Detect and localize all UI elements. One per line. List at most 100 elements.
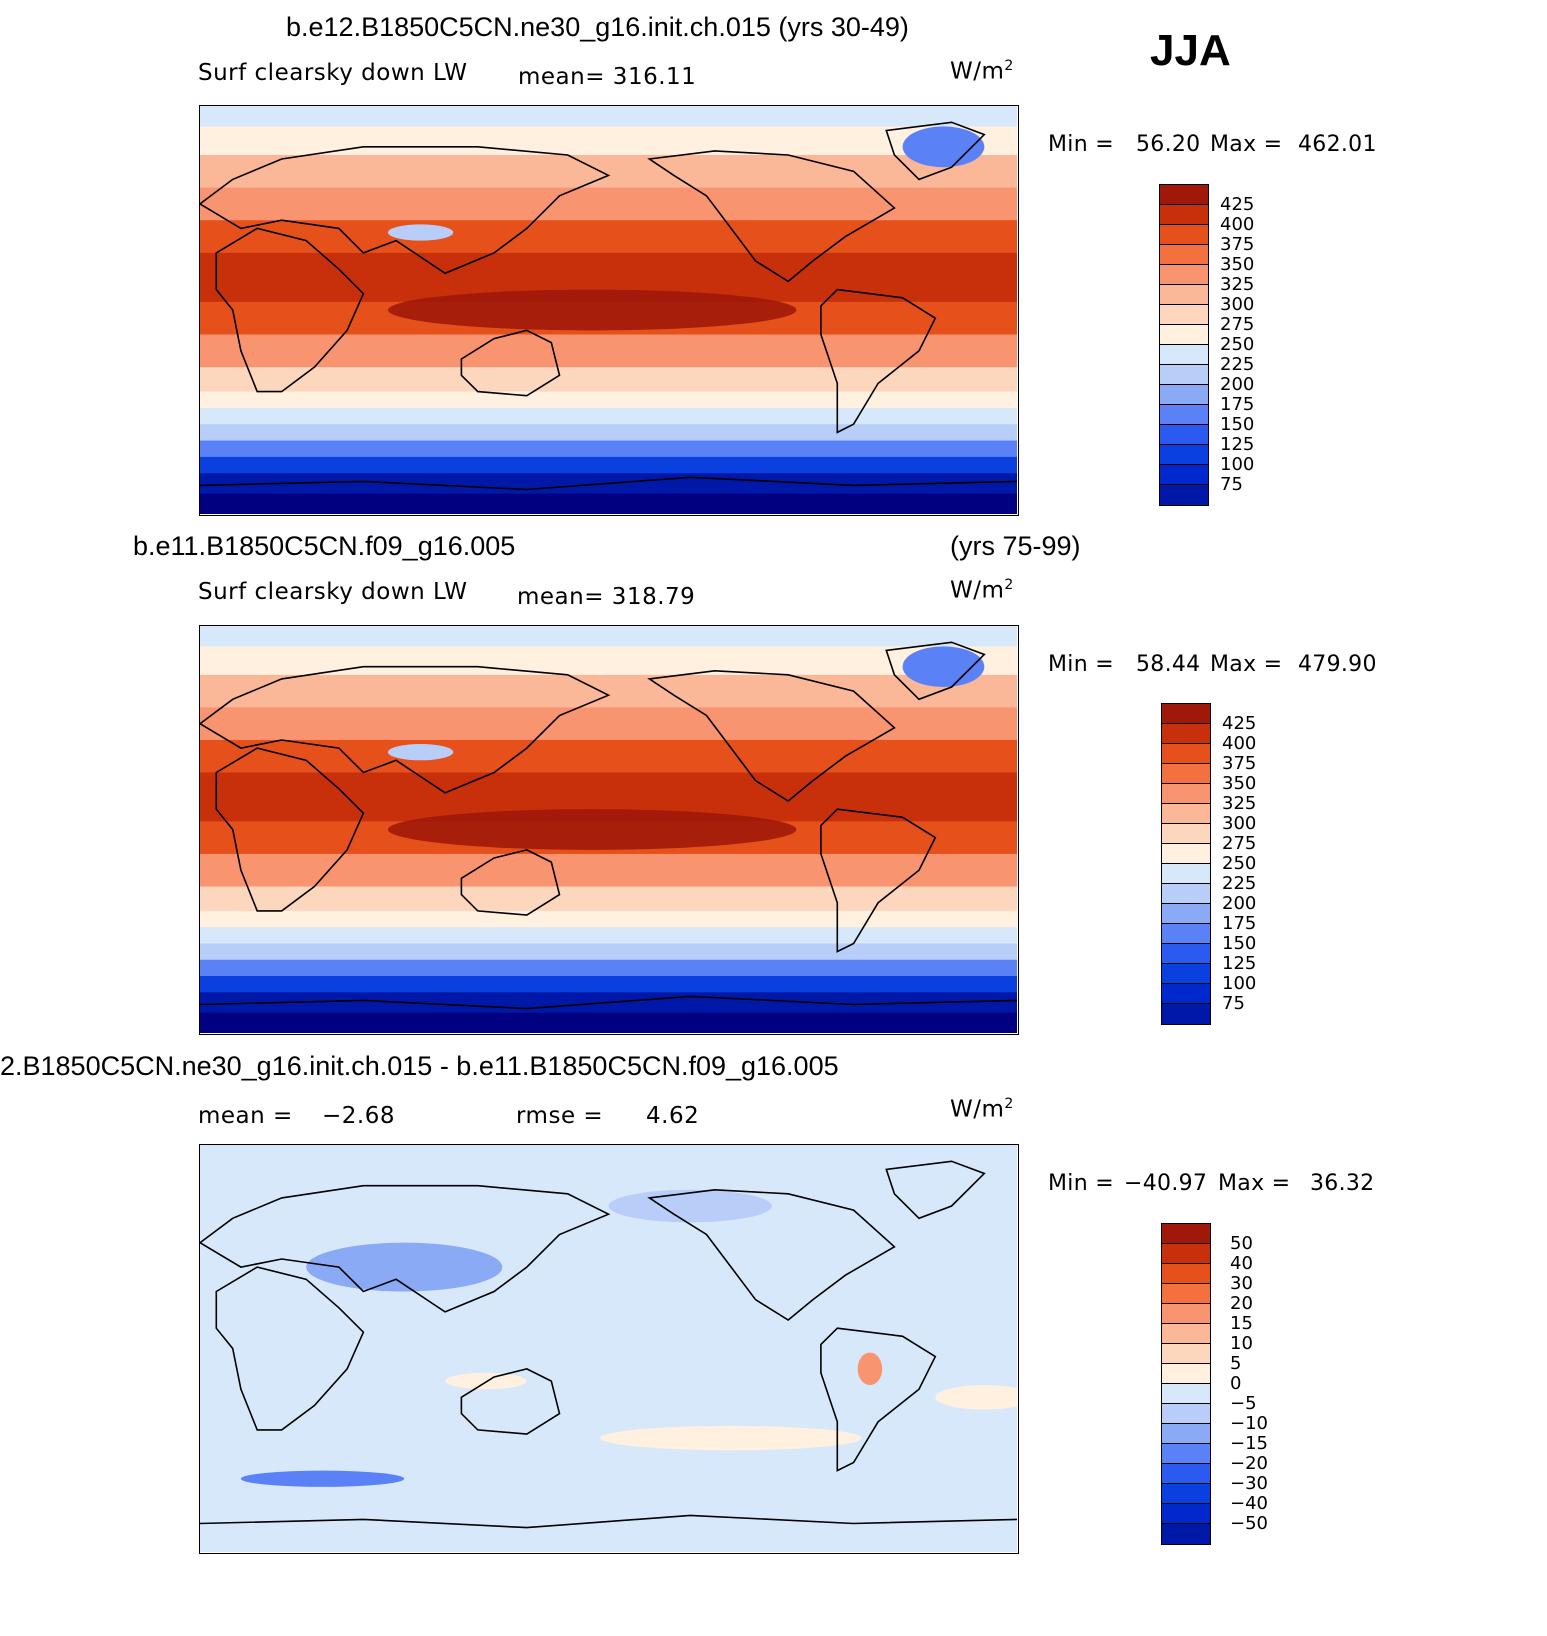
panel1-colorbar bbox=[1159, 184, 1209, 506]
colorbar-tick-label: 350 bbox=[1220, 254, 1255, 275]
panel3-colorbar bbox=[1161, 1223, 1211, 1545]
colorbar-tick-label: 0 bbox=[1230, 1373, 1242, 1394]
latitude-band bbox=[200, 959, 1017, 978]
panel1-min-value: 56.20 bbox=[1136, 132, 1201, 157]
latitude-band bbox=[200, 927, 1017, 945]
colorbar-tick-label: 100 bbox=[1220, 454, 1255, 475]
colorbar-box bbox=[1160, 225, 1208, 245]
colorbar-box bbox=[1162, 744, 1210, 764]
latitude-band bbox=[200, 493, 1017, 514]
latitude-band bbox=[200, 626, 1017, 648]
colorbar-tick-label: 150 bbox=[1220, 414, 1255, 435]
colorbar-box bbox=[1162, 864, 1210, 884]
panel1-title: b.e12.B1850C5CN.ne30_g16.init.ch.015 (yr… bbox=[286, 12, 909, 42]
colorbar-box bbox=[1162, 1444, 1210, 1464]
coastline bbox=[215, 1266, 365, 1431]
diff-negative-region bbox=[608, 1189, 772, 1223]
diff-positive-region bbox=[600, 1425, 862, 1451]
colorbar-box bbox=[1162, 1224, 1210, 1244]
colorbar-tick-label: 425 bbox=[1222, 713, 1257, 734]
panel3-units: W/m2 bbox=[950, 1096, 1014, 1123]
colorbar-box bbox=[1162, 1404, 1210, 1424]
panel3-rmse-label: rmse = bbox=[516, 1103, 604, 1129]
panel2-variable: Surf clearsky down LW bbox=[198, 579, 468, 605]
tropical-warm-pool bbox=[387, 809, 797, 850]
colorbar-box bbox=[1160, 205, 1208, 225]
colorbar-box bbox=[1162, 1384, 1210, 1404]
colorbar-tick-label: 200 bbox=[1220, 374, 1255, 395]
colorbar-box bbox=[1162, 1504, 1210, 1524]
coastline bbox=[200, 146, 611, 275]
colorbar-box bbox=[1162, 1524, 1210, 1544]
coastline bbox=[460, 849, 561, 916]
latitude-band bbox=[200, 707, 1017, 741]
coastline bbox=[200, 1184, 611, 1313]
colorbar-box bbox=[1162, 1284, 1210, 1304]
panel2-max-label: Max = bbox=[1210, 652, 1283, 677]
panel3-map bbox=[199, 1144, 1019, 1554]
colorbar-box bbox=[1160, 285, 1208, 305]
latitude-band bbox=[200, 424, 1017, 442]
colorbar-box bbox=[1162, 1304, 1210, 1324]
panel3-max-label: Max = bbox=[1218, 1171, 1291, 1196]
panel3-max-value: 36.32 bbox=[1310, 1171, 1375, 1196]
colorbar-box bbox=[1160, 305, 1208, 325]
latitude-band bbox=[200, 391, 1017, 409]
colorbar-box bbox=[1160, 185, 1208, 205]
colorbar-box bbox=[1162, 804, 1210, 824]
colorbar-box bbox=[1162, 944, 1210, 964]
latitude-band bbox=[200, 739, 1017, 774]
latitude-band bbox=[200, 187, 1017, 222]
coastline bbox=[885, 1160, 986, 1220]
latitude-band bbox=[200, 853, 1017, 888]
colorbar-tick-label: −40 bbox=[1230, 1493, 1268, 1514]
panel1-max-value: 462.01 bbox=[1298, 132, 1377, 157]
colorbar-tick-label: −5 bbox=[1230, 1393, 1257, 1414]
coastline bbox=[885, 121, 986, 181]
latitude-band bbox=[200, 1012, 1017, 1033]
colorbar-box bbox=[1160, 425, 1208, 445]
colorbar-tick-label: −20 bbox=[1230, 1453, 1268, 1474]
panel2-colorbar bbox=[1161, 703, 1211, 1025]
colorbar-box bbox=[1160, 485, 1208, 505]
tibet-cold-spot bbox=[387, 224, 454, 241]
colorbar-box bbox=[1160, 445, 1208, 465]
colorbar-box bbox=[1162, 1484, 1210, 1504]
colorbar-box bbox=[1160, 245, 1208, 265]
coastline bbox=[200, 1514, 1017, 1529]
coastline bbox=[215, 227, 365, 393]
latitude-band bbox=[200, 126, 1017, 156]
colorbar-tick-label: 175 bbox=[1222, 913, 1257, 934]
coastline bbox=[647, 1188, 896, 1321]
panel3-map-svg bbox=[200, 1145, 1017, 1552]
latitude-band bbox=[200, 943, 1017, 961]
coastline bbox=[820, 1327, 937, 1472]
panel2-min-label: Min = bbox=[1048, 652, 1114, 677]
diff-positive-region bbox=[935, 1385, 1017, 1410]
colorbar-tick-label: 10 bbox=[1230, 1333, 1253, 1354]
colorbar-tick-label: 250 bbox=[1222, 853, 1257, 874]
colorbar-tick-label: 375 bbox=[1220, 234, 1255, 255]
colorbar-tick-label: 50 bbox=[1230, 1233, 1253, 1254]
colorbar-tick-label: 40 bbox=[1230, 1253, 1253, 1274]
colorbar-tick-label: −10 bbox=[1230, 1413, 1268, 1434]
latitude-band bbox=[200, 976, 1017, 994]
coastline bbox=[647, 150, 896, 283]
panel1-map bbox=[199, 105, 1019, 516]
panel2-title-left: b.e11.B1850C5CN.f09_g16.005 bbox=[133, 531, 516, 561]
colorbar-box bbox=[1162, 1464, 1210, 1484]
colorbar-box bbox=[1162, 984, 1210, 1004]
tropical-warm-pool bbox=[387, 289, 797, 331]
latitude-band bbox=[200, 646, 1017, 676]
colorbar-box bbox=[1160, 385, 1208, 405]
panel1-max-label: Max = bbox=[1210, 132, 1283, 157]
colorbar-tick-label: 350 bbox=[1222, 773, 1257, 794]
colorbar-tick-label: 100 bbox=[1222, 973, 1257, 994]
colorbar-box bbox=[1162, 964, 1210, 984]
colorbar-box bbox=[1160, 265, 1208, 285]
panel3-mean-label: mean = bbox=[198, 1103, 293, 1129]
coastline bbox=[460, 329, 561, 397]
panel1-map-svg bbox=[200, 106, 1017, 514]
diff-negative-region bbox=[240, 1470, 405, 1487]
colorbar-box bbox=[1162, 884, 1210, 904]
